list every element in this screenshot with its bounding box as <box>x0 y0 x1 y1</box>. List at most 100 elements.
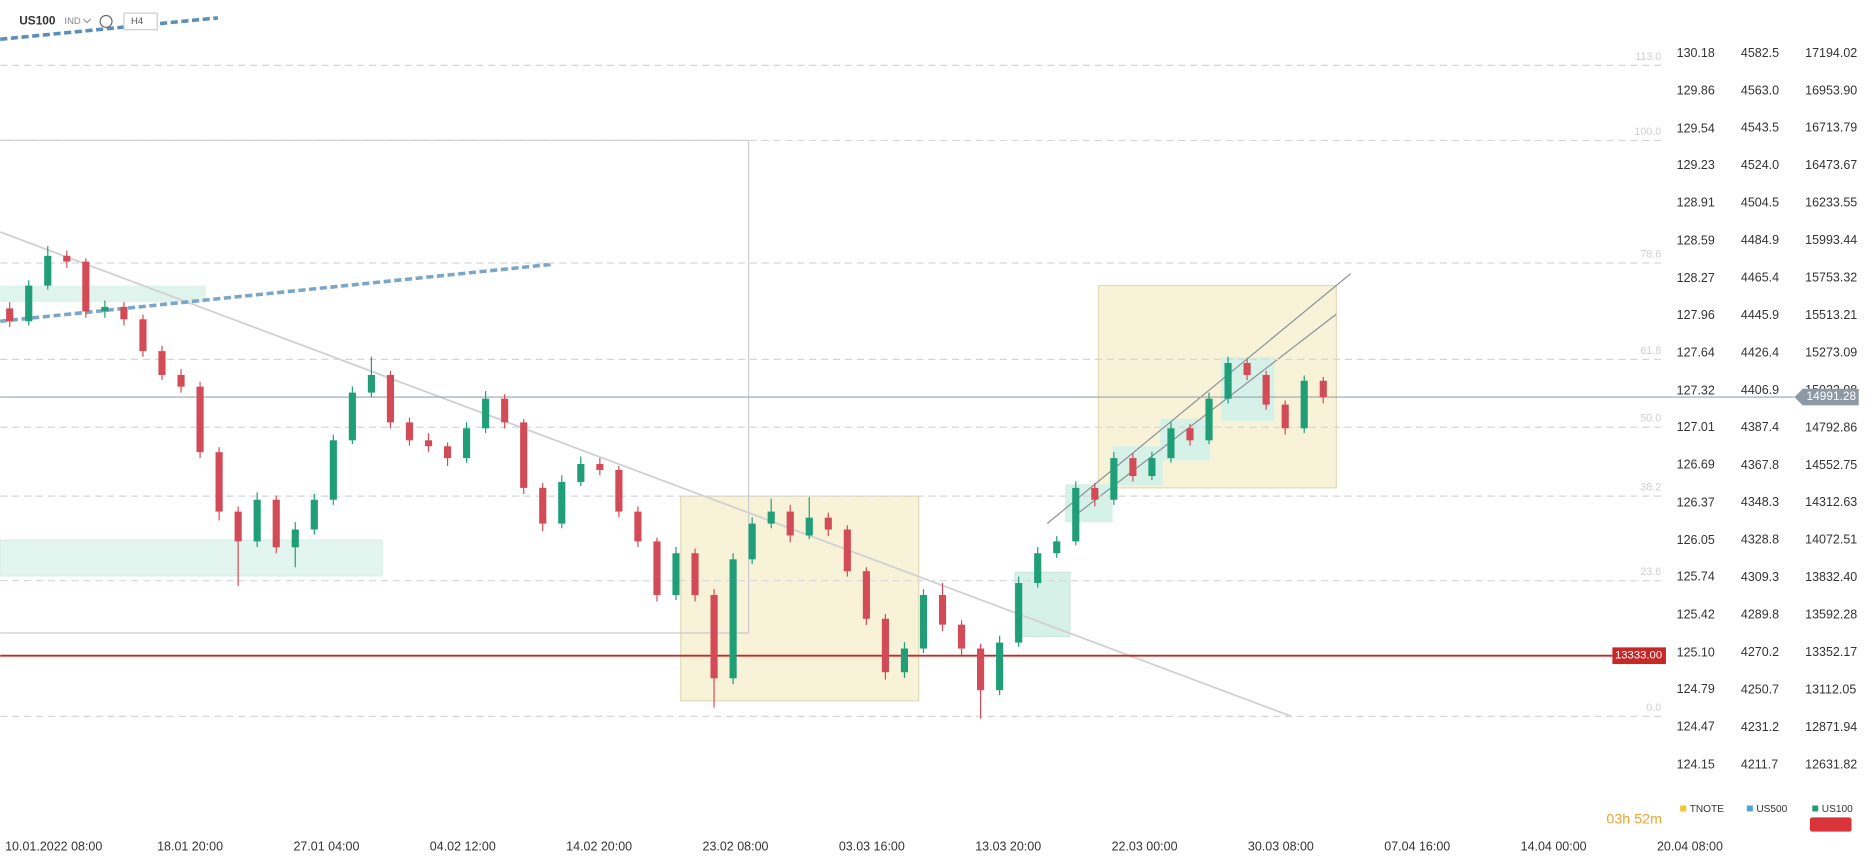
zone <box>680 495 920 702</box>
dropdown-icon[interactable] <box>83 18 92 24</box>
y-tick-label: 130.18 <box>1677 46 1715 60</box>
candle-body <box>672 553 680 596</box>
candle-body <box>196 386 204 453</box>
legend-label: TNOTE <box>1690 804 1725 815</box>
timeframe: H4 <box>131 16 143 27</box>
x-tick-label: 30.03 08:00 <box>1248 839 1314 853</box>
y-tick-label: 4328.8 <box>1741 533 1779 547</box>
y-tick-label: 14072.51 <box>1805 533 1857 547</box>
y-tick-label: 4270.2 <box>1741 645 1779 659</box>
y-tick-label: 127.32 <box>1677 383 1715 397</box>
y-tick-label: 128.27 <box>1677 271 1715 285</box>
legend-label: US100 <box>1822 804 1853 815</box>
candle-body <box>177 374 185 387</box>
candle-body <box>615 469 623 512</box>
candle-body <box>634 511 642 542</box>
candle-body <box>101 306 109 312</box>
y-tick-label: 13832.40 <box>1805 570 1857 584</box>
instrument-type: IND <box>64 16 81 27</box>
candle-body <box>386 374 395 423</box>
y-tick-label: 4289.8 <box>1741 607 1779 621</box>
candle-body <box>44 255 52 286</box>
y-tick-label: 125.74 <box>1677 570 1715 584</box>
candle-body <box>1072 487 1080 542</box>
timeframe-box[interactable] <box>123 12 158 31</box>
zone <box>1014 571 1071 638</box>
candle-body <box>1148 458 1156 477</box>
header: US100 IND H4 <box>19 12 158 31</box>
y-tick-label: 4309.3 <box>1741 570 1779 584</box>
candle-body <box>653 541 661 596</box>
drawings <box>0 16 1352 718</box>
candle-body <box>748 523 756 560</box>
y-tick-label: 14312.63 <box>1805 495 1857 509</box>
timer: 03h 52m <box>1606 812 1662 828</box>
y-tick-label: 15753.32 <box>1805 271 1857 285</box>
candle-body <box>1281 404 1289 429</box>
fib-label: 23.6 <box>1640 566 1661 578</box>
remove-button[interactable] <box>1809 817 1852 832</box>
fib-label: 61.8 <box>1640 345 1661 357</box>
dashed-trend <box>0 262 554 324</box>
candle-body <box>1091 487 1099 500</box>
candle-body <box>424 440 433 447</box>
y-tick-label: 4524.0 <box>1741 158 1779 172</box>
x-tick-label: 10.01.2022 08:00 <box>5 839 102 853</box>
legend-label: US500 <box>1756 804 1787 815</box>
y-tick-label: 126.37 <box>1677 495 1715 509</box>
fib-label: 0.0 <box>1646 702 1661 714</box>
y-tick-label: 13112.05 <box>1805 682 1856 696</box>
candle-body <box>463 428 471 459</box>
candle-body <box>938 595 947 625</box>
y-tick-label: 13352.17 <box>1805 645 1857 659</box>
candle-body <box>1053 541 1061 554</box>
y-tick-label: 4348.3 <box>1741 495 1779 509</box>
candle-body <box>501 398 509 423</box>
y-tick-label: 15513.21 <box>1805 308 1857 322</box>
candle-body <box>919 595 928 649</box>
candle-body <box>367 374 375 393</box>
fib-label: 50.0 <box>1640 413 1661 425</box>
y-tick-label: 125.10 <box>1677 645 1715 659</box>
candle-body <box>824 517 832 530</box>
candle-body <box>1034 553 1042 584</box>
y-tick-label: 4543.5 <box>1741 121 1779 135</box>
candle-body <box>158 351 166 375</box>
legend-swatch <box>1680 805 1687 812</box>
y-tick-label: 129.86 <box>1677 84 1715 98</box>
y-tick-label: 124.79 <box>1677 682 1715 696</box>
fib-label: 38.2 <box>1640 482 1661 494</box>
y-tick-label: 12631.82 <box>1805 757 1857 771</box>
y-tick-label: 16953.90 <box>1805 83 1857 97</box>
current-price-label: 14991.28 <box>1807 389 1857 403</box>
symbol: US100 <box>19 14 56 28</box>
x-tick-label: 13.03 20:00 <box>975 839 1041 853</box>
y-tick-label: 4426.4 <box>1741 345 1779 359</box>
candle-body <box>558 481 566 524</box>
y-tick-label: 4367.8 <box>1741 458 1779 472</box>
plot: 113.0 100.0 78.6 61.8 50.0 38.2 23.6 0.0 17194.0… <box>0 46 1859 853</box>
candle-body <box>25 285 33 322</box>
candle-body <box>1186 428 1194 441</box>
y-tick-label: 125.42 <box>1677 607 1715 621</box>
info-icon[interactable] <box>99 14 113 28</box>
x-tick-label: 27.01 04:00 <box>293 839 359 853</box>
candle-body <box>482 398 490 429</box>
candle-body <box>63 255 71 262</box>
candle-body <box>291 529 299 548</box>
dashed-trend <box>0 16 219 42</box>
x-tick-label: 23.02 08:00 <box>703 839 769 853</box>
y-tick-label: 4250.7 <box>1741 683 1779 697</box>
candle-body <box>310 499 318 530</box>
y-tick-label: 127.01 <box>1677 420 1715 434</box>
candle-body <box>996 642 1004 691</box>
candle-body <box>234 511 242 542</box>
channel-line <box>1046 273 1352 524</box>
y-tick-label: 4504.5 <box>1741 196 1779 210</box>
x-tick-label: 07.04 16:00 <box>1384 839 1450 853</box>
x-tick-label: 04.02 12:00 <box>430 839 496 853</box>
candle-body <box>900 648 909 673</box>
candle-body <box>843 529 851 572</box>
alert-badge <box>1612 647 1666 665</box>
y-tick-label: 17194.02 <box>1805 46 1857 60</box>
